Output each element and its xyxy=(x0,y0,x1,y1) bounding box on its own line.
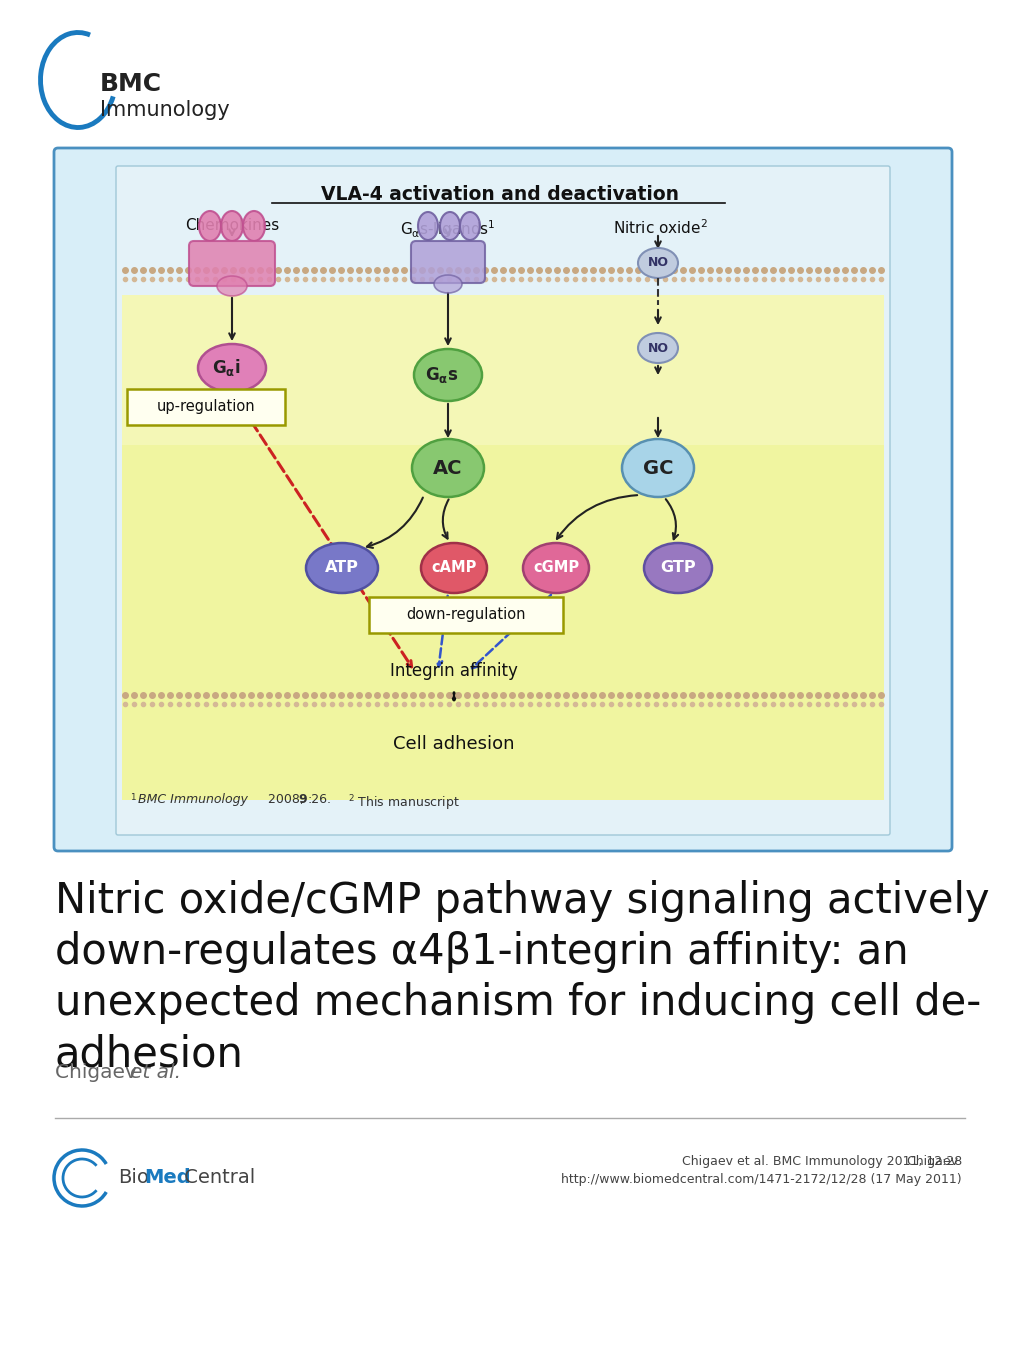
Text: Chigaev et al. BMC Immunology 2011, 12:28: Chigaev et al. BMC Immunology 2011, 12:2… xyxy=(681,1155,961,1167)
Text: $\mathregular{G_\alpha}$s: $\mathregular{G_\alpha}$s xyxy=(425,366,459,385)
Text: NO: NO xyxy=(647,341,667,355)
Text: GC: GC xyxy=(642,458,673,477)
Text: ATP: ATP xyxy=(325,560,359,575)
Bar xyxy=(122,295,883,800)
Ellipse shape xyxy=(433,275,462,294)
Text: Chigaev: Chigaev xyxy=(55,1063,143,1082)
Text: Central: Central xyxy=(178,1167,255,1186)
Text: cGMP: cGMP xyxy=(532,560,579,575)
Ellipse shape xyxy=(637,333,678,363)
Ellipse shape xyxy=(439,212,460,241)
FancyBboxPatch shape xyxy=(411,241,484,283)
Text: Immunology: Immunology xyxy=(100,101,229,120)
Text: Med: Med xyxy=(144,1167,191,1186)
Ellipse shape xyxy=(523,544,588,593)
Text: Chemokines: Chemokines xyxy=(184,217,279,232)
Text: :26.: :26. xyxy=(308,794,331,806)
FancyBboxPatch shape xyxy=(54,148,951,851)
Ellipse shape xyxy=(460,212,480,241)
Text: $^2$ This manuscript: $^2$ This manuscript xyxy=(339,794,460,813)
Text: up-regulation: up-regulation xyxy=(157,400,255,414)
Ellipse shape xyxy=(199,211,221,241)
Bar xyxy=(122,295,883,444)
Text: et al.: et al. xyxy=(129,1063,180,1082)
Text: 2008,: 2008, xyxy=(264,794,308,806)
Text: AC: AC xyxy=(433,458,463,477)
FancyBboxPatch shape xyxy=(189,241,275,285)
Ellipse shape xyxy=(306,544,378,593)
Text: BMC Immunology: BMC Immunology xyxy=(138,794,248,806)
Text: Bio: Bio xyxy=(118,1167,149,1186)
Ellipse shape xyxy=(643,544,711,593)
Text: $^1$: $^1$ xyxy=(129,794,137,806)
Ellipse shape xyxy=(414,349,482,401)
Text: Integrin affinity: Integrin affinity xyxy=(389,662,518,680)
Ellipse shape xyxy=(418,212,437,241)
FancyBboxPatch shape xyxy=(369,597,562,633)
Text: 9: 9 xyxy=(298,794,307,806)
Ellipse shape xyxy=(198,344,266,391)
Text: Nitric oxide$^2$: Nitric oxide$^2$ xyxy=(612,217,707,236)
Ellipse shape xyxy=(412,439,484,497)
Ellipse shape xyxy=(221,211,243,241)
Ellipse shape xyxy=(622,439,693,497)
Text: BMC: BMC xyxy=(100,72,162,96)
Text: down-regulation: down-regulation xyxy=(406,607,525,622)
Text: NO: NO xyxy=(647,257,667,269)
Text: VLA-4 activation and deactivation: VLA-4 activation and deactivation xyxy=(321,185,679,204)
Text: $\mathregular{G_\alpha}$s-ligands$^1$: $\mathregular{G_\alpha}$s-ligands$^1$ xyxy=(399,217,495,239)
Text: cAMP: cAMP xyxy=(431,560,476,575)
Ellipse shape xyxy=(217,276,247,296)
Text: $\mathregular{G_\alpha}$i: $\mathregular{G_\alpha}$i xyxy=(212,357,240,379)
Text: Cell adhesion: Cell adhesion xyxy=(393,735,515,753)
Text: http://www.biomedcentral.com/1471-2172/12/28 (17 May 2011): http://www.biomedcentral.com/1471-2172/1… xyxy=(560,1173,961,1186)
Ellipse shape xyxy=(243,211,265,241)
Text: Nitric oxide/cGMP pathway signaling actively
down-regulates α4β1-integrin affini: Nitric oxide/cGMP pathway signaling acti… xyxy=(55,881,988,1076)
FancyBboxPatch shape xyxy=(127,389,284,425)
Text: Chigaev: Chigaev xyxy=(906,1155,961,1167)
FancyBboxPatch shape xyxy=(116,166,890,834)
Ellipse shape xyxy=(637,247,678,279)
Text: GTP: GTP xyxy=(659,560,695,575)
Ellipse shape xyxy=(421,544,486,593)
